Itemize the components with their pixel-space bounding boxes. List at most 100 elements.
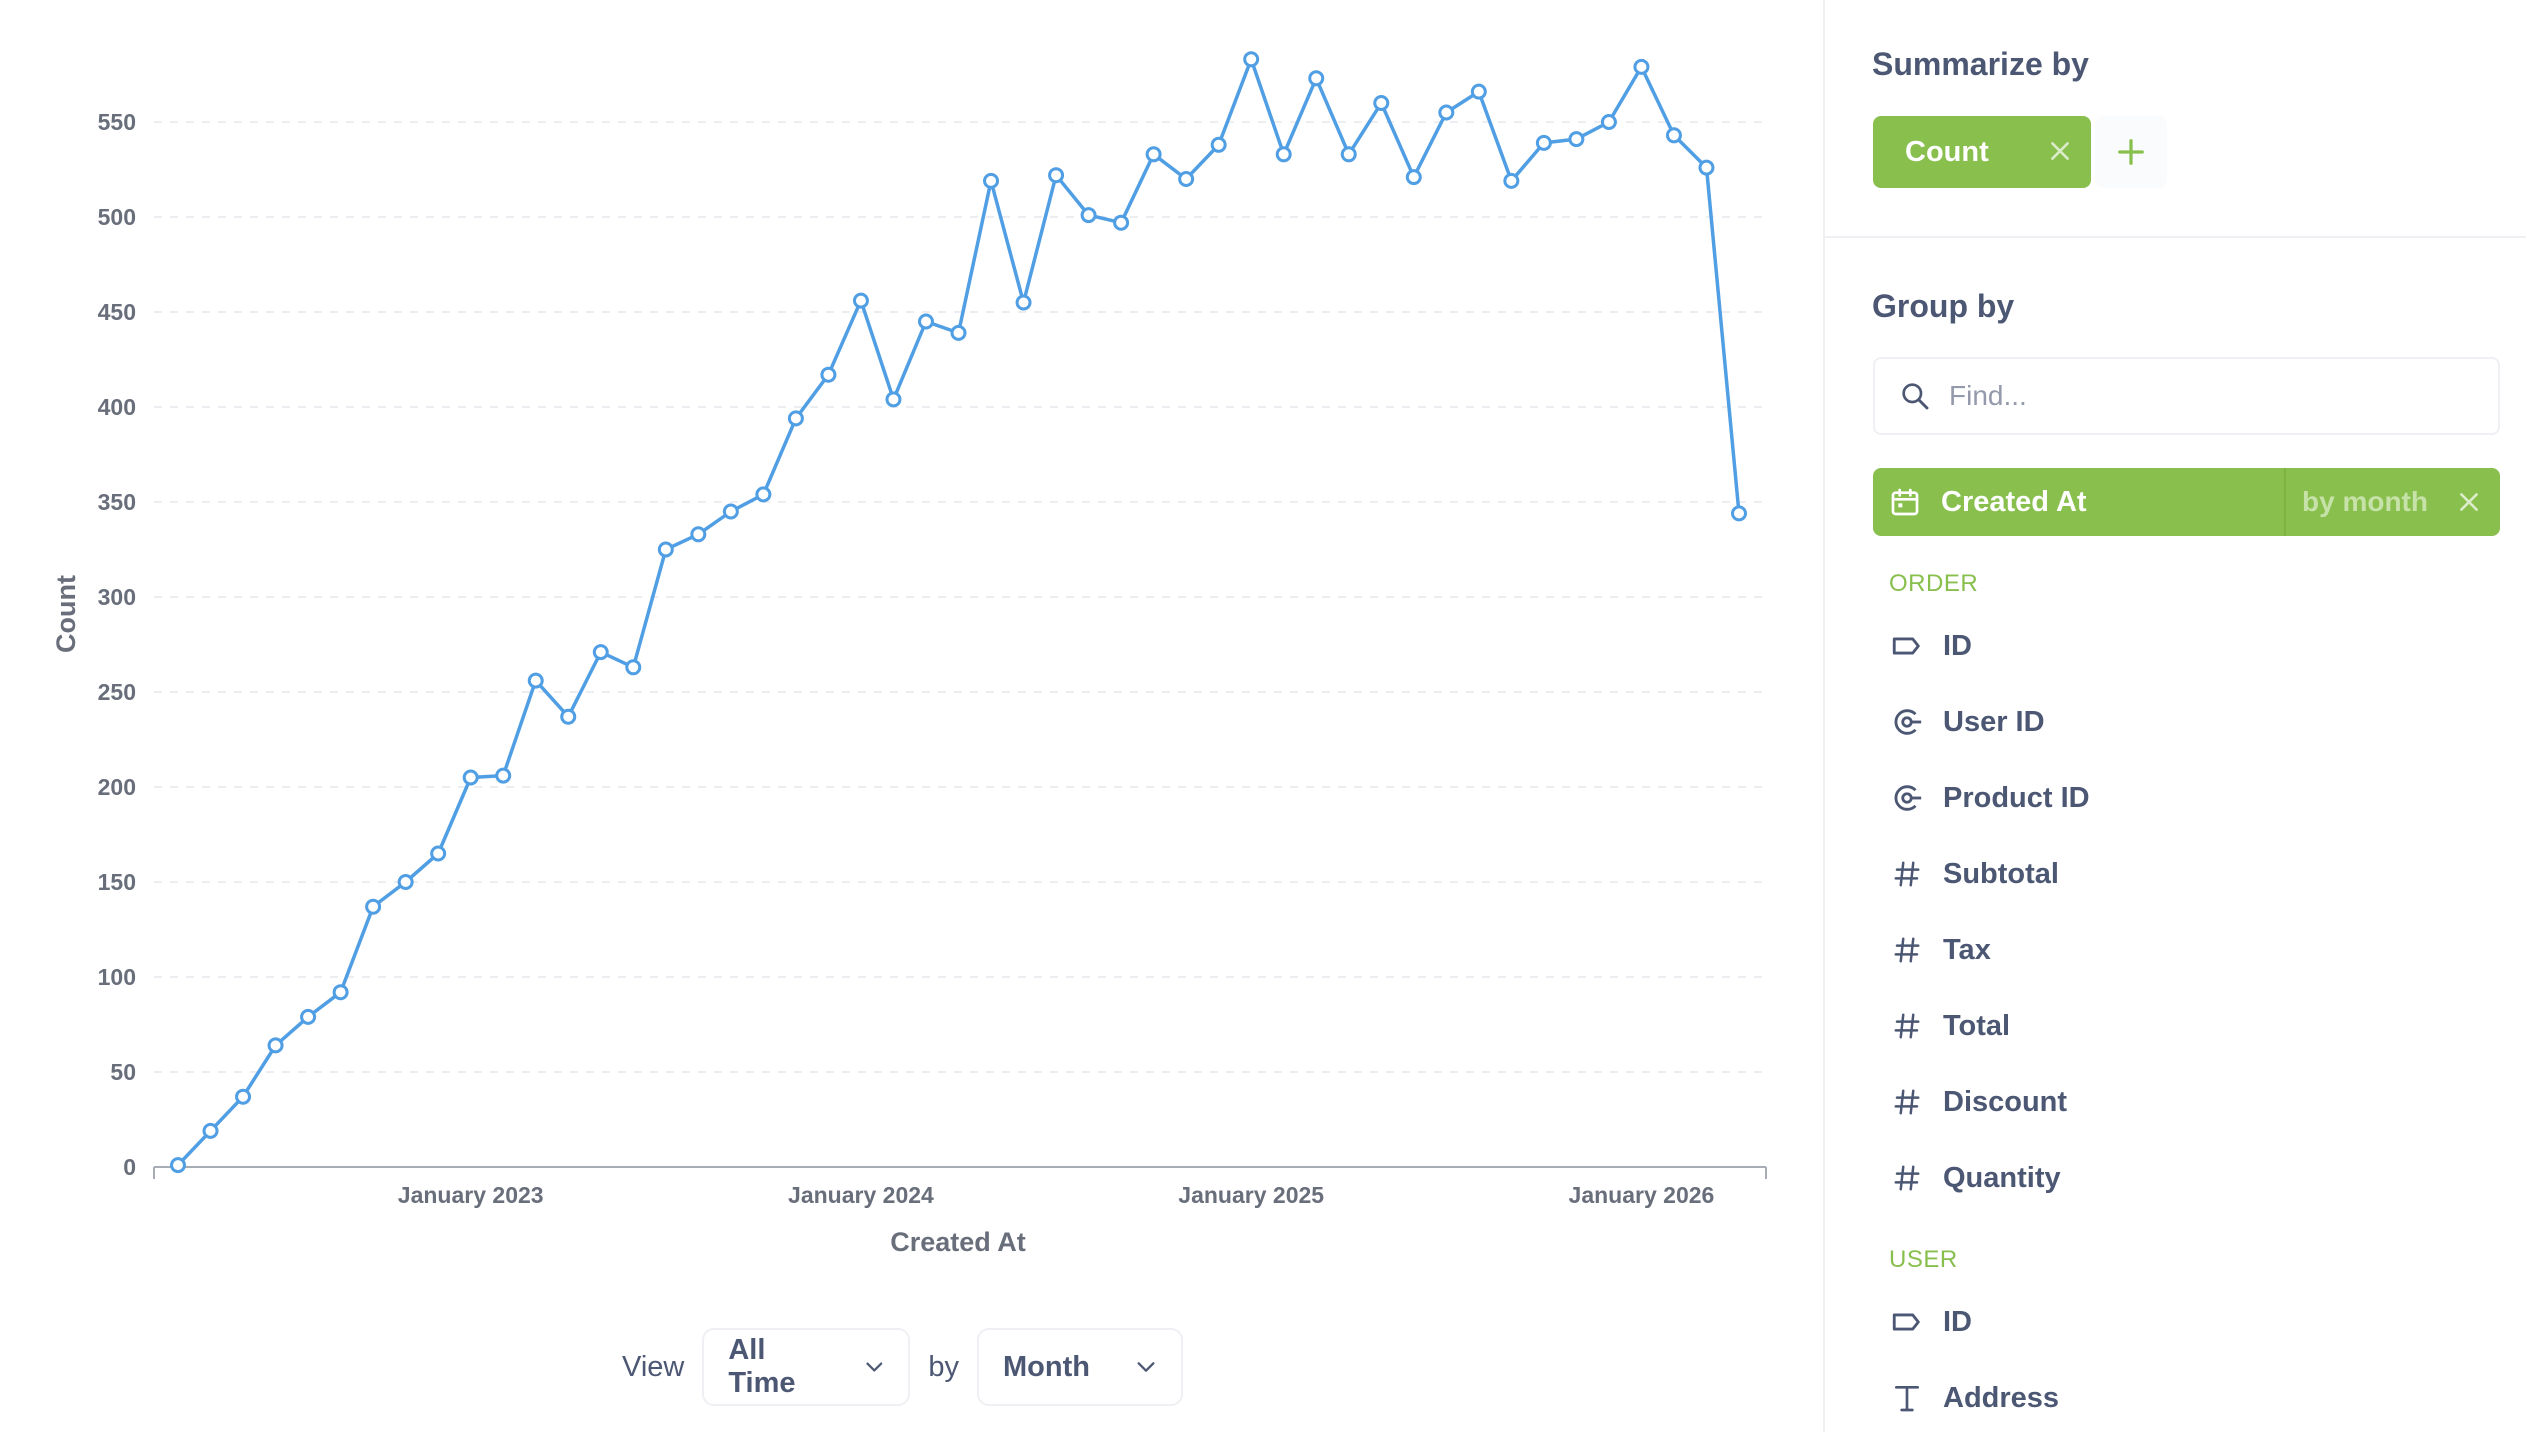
field-order-id[interactable]: ID	[1889, 616, 2489, 676]
field-order-tax[interactable]: Tax	[1889, 920, 2489, 980]
data-point[interactable]	[950, 324, 967, 341]
line-chart: 0 50 100 150 200 250 300 350 400 450 500 550 January…	[51, 51, 1767, 1257]
data-point[interactable]	[625, 659, 642, 676]
data-point[interactable]	[1535, 134, 1552, 151]
data-point[interactable]	[1178, 171, 1195, 187]
data-point[interactable]	[1503, 172, 1520, 189]
data-point[interactable]	[1698, 159, 1715, 176]
data-point[interactable]	[1470, 83, 1487, 100]
series-line	[176, 57, 1741, 1167]
field-order-subtotal[interactable]: Subtotal	[1889, 844, 2489, 904]
field-label: Product ID	[1943, 781, 2090, 814]
data-point[interactable]	[787, 410, 804, 427]
data-point[interactable]	[267, 1037, 284, 1054]
data-point[interactable]	[852, 292, 869, 309]
y-tick-label: 100	[98, 964, 136, 990]
x-tick-label: January 2025	[1178, 1182, 1324, 1208]
number-icon	[1889, 1160, 1925, 1196]
selected-dimension[interactable]: Created At by month	[1873, 468, 2500, 536]
data-point[interactable]	[592, 644, 609, 661]
y-tick-label: 550	[98, 109, 136, 135]
field-order-quantity[interactable]: Quantity	[1889, 1148, 2489, 1208]
field-order-total[interactable]: Total	[1889, 996, 2489, 1056]
x-tick-label: January 2023	[398, 1182, 544, 1208]
data-point[interactable]	[397, 874, 414, 890]
data-point[interactable]	[560, 708, 577, 725]
time-unit-value: Month	[1002, 1350, 1090, 1383]
data-point[interactable]	[690, 526, 707, 543]
view-controls: View All Time by Month	[622, 1328, 1183, 1406]
data-point[interactable]	[1308, 70, 1325, 87]
data-point[interactable]	[1080, 207, 1097, 224]
close-icon[interactable]	[2456, 489, 2482, 515]
y-tick-label: 400	[98, 394, 136, 420]
time-unit-select[interactable]: Month	[976, 1328, 1183, 1406]
field-user-id[interactable]: ID	[1889, 1292, 2489, 1352]
table-header-user: USER	[1889, 1246, 1958, 1273]
data-point[interactable]	[235, 1088, 252, 1105]
data-point[interactable]	[755, 486, 772, 503]
data-point[interactable]	[300, 1008, 317, 1025]
find-input[interactable]	[1949, 380, 2469, 412]
view-label: View	[622, 1350, 685, 1383]
data-point[interactable]	[1731, 505, 1747, 522]
field-label: Total	[1943, 1009, 2011, 1042]
data-point[interactable]	[1568, 131, 1585, 148]
field-order-user-id[interactable]: User ID	[1889, 692, 2489, 752]
data-point[interactable]	[170, 1157, 186, 1174]
data-point[interactable]	[202, 1122, 219, 1139]
data-point[interactable]	[1015, 294, 1032, 311]
plus-icon	[2118, 139, 2144, 165]
y-tick-label: 250	[98, 679, 136, 705]
data-point[interactable]	[885, 391, 902, 408]
time-range-select[interactable]: All Time	[702, 1328, 911, 1406]
data-point[interactable]	[983, 172, 1000, 189]
tag-icon	[1889, 1304, 1925, 1340]
field-order-product-id[interactable]: Product ID	[1889, 768, 2489, 828]
data-point[interactable]	[462, 769, 479, 786]
data-point[interactable]	[1243, 51, 1260, 68]
summarize-sidebar: Summarize by Count Group by Created At b…	[1823, 0, 2526, 1432]
data-point[interactable]	[1275, 146, 1292, 163]
temporal-bucket-button[interactable]: by month	[2284, 468, 2500, 536]
number-icon	[1889, 932, 1925, 968]
field-user-address[interactable]: Address	[1889, 1368, 2489, 1428]
data-point[interactable]	[1600, 114, 1617, 130]
field-label: Quantity	[1943, 1161, 2061, 1194]
data-point[interactable]	[1438, 104, 1455, 121]
metric-pill-count[interactable]: Count	[1873, 116, 2091, 188]
data-point[interactable]	[1340, 146, 1357, 163]
by-label: by	[928, 1350, 959, 1383]
data-point[interactable]	[365, 898, 382, 915]
field-label: Tax	[1943, 933, 1991, 966]
data-point[interactable]	[1145, 146, 1162, 163]
data-point[interactable]	[1633, 58, 1650, 75]
data-point[interactable]	[332, 984, 349, 1001]
number-icon	[1889, 856, 1925, 892]
data-point[interactable]	[917, 313, 934, 330]
metric-label: Count	[1905, 135, 1989, 168]
close-icon[interactable]	[2047, 138, 2073, 164]
data-point[interactable]	[1113, 214, 1130, 231]
data-point[interactable]	[820, 366, 837, 383]
chevron-down-icon	[866, 1362, 882, 1372]
text-icon	[1889, 1380, 1925, 1416]
data-point[interactable]	[1405, 169, 1422, 186]
find-box[interactable]	[1873, 357, 2500, 435]
data-point[interactable]	[657, 541, 674, 558]
data-point[interactable]	[1210, 136, 1227, 153]
summarize-title: Summarize by	[1872, 46, 2089, 82]
x-axis-title: Created At	[890, 1227, 1026, 1257]
data-point[interactable]	[1048, 167, 1065, 184]
field-order-discount[interactable]: Discount	[1889, 1072, 2489, 1132]
add-metric-button[interactable]	[2095, 116, 2167, 188]
data-point[interactable]	[430, 845, 447, 862]
data-point[interactable]	[1665, 127, 1682, 144]
chart-area: 0 50 100 150 200 250 300 350 400 450 500 550 January…	[51, 51, 1767, 1406]
y-tick-label: 300	[98, 584, 136, 610]
data-point[interactable]	[722, 503, 739, 520]
table-header-order: ORDER	[1889, 570, 1979, 597]
data-point[interactable]	[527, 672, 544, 689]
data-point[interactable]	[1373, 95, 1390, 111]
data-point[interactable]	[495, 767, 512, 784]
